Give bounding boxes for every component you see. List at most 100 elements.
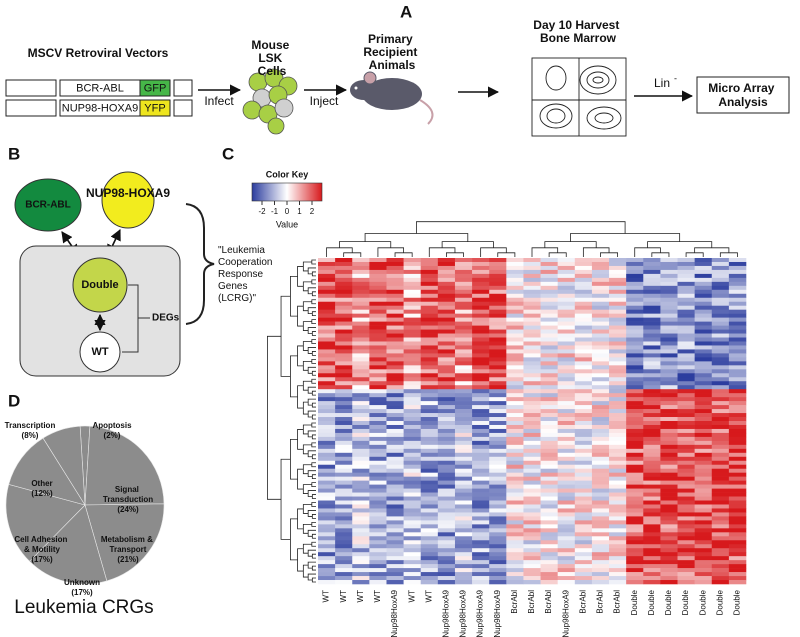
heatmap-cell — [335, 488, 353, 493]
heatmap-cell — [557, 393, 576, 398]
heatmap-cell — [437, 556, 456, 561]
heatmap-cell — [540, 405, 558, 410]
node-label: WT — [91, 346, 108, 358]
heatmap-cell — [472, 317, 490, 322]
heatmap-cell — [728, 492, 747, 497]
heatmap-cell — [591, 472, 610, 477]
heatmap-cell — [523, 305, 541, 310]
heatmap-cell — [694, 432, 713, 438]
heatmap-cell — [386, 512, 404, 517]
heatmap-cell — [489, 564, 507, 569]
heatmap-cell — [728, 405, 747, 410]
heatmap-cell — [540, 528, 558, 533]
heatmap-cell — [403, 381, 422, 386]
heatmap-cell — [523, 341, 541, 346]
heatmap-cell — [506, 444, 524, 450]
heatmap-cell — [420, 281, 439, 287]
heatmap-cell — [506, 337, 524, 342]
heatmap-cell — [677, 528, 695, 533]
heatmap-cell — [728, 432, 747, 438]
heatmap-cell — [626, 413, 644, 418]
heatmap-cell — [506, 448, 524, 454]
dendrogram-branch — [311, 521, 316, 527]
heatmap-cell — [540, 365, 558, 370]
heatmap-cell — [403, 448, 422, 454]
heatmap-cell — [489, 456, 507, 462]
heatmap-cell — [318, 484, 336, 489]
heatmap-cell — [694, 409, 713, 414]
heatmap-cell — [574, 373, 593, 378]
heatmap-cell — [626, 353, 644, 358]
heatmap-cell — [591, 460, 610, 466]
heatmap-cell — [523, 301, 541, 307]
heatmap-cell — [609, 365, 627, 370]
heatmap-cell — [352, 269, 370, 275]
slice-label: Metabolism & Transport — [101, 535, 155, 554]
heatmap-cell — [318, 341, 336, 346]
heatmap-cell — [523, 476, 541, 481]
heatmap-cell — [694, 285, 713, 291]
node-label: Double — [81, 279, 118, 291]
heatmap-cell — [318, 572, 336, 577]
heatmap-cell — [318, 373, 336, 378]
heatmap-cell — [472, 297, 490, 303]
heatmap-cell — [626, 313, 644, 318]
heatmap-cell — [472, 540, 490, 545]
dendrogram-branch — [311, 434, 316, 440]
heatmap-cell — [454, 468, 473, 473]
dendrogram-branch — [311, 482, 316, 487]
heatmap-cell — [540, 301, 558, 307]
heatmap-cell — [557, 496, 576, 501]
heatmap-cell — [609, 532, 627, 537]
heatmap-cell — [523, 261, 541, 267]
heatmap-cell — [489, 424, 507, 430]
heatmap-cell — [643, 281, 661, 287]
heatmap-cell — [420, 321, 439, 326]
dendrogram-branch — [302, 261, 312, 272]
heatmap-cell — [489, 572, 507, 577]
heatmap-cell — [540, 548, 558, 553]
heatmap-cell — [403, 564, 422, 569]
heatmap-cell — [626, 548, 644, 553]
heatmap-cell — [660, 345, 678, 350]
heatmap-cell — [694, 377, 713, 382]
heatmap-cell — [489, 333, 507, 338]
heatmap-cell — [369, 496, 387, 501]
heatmap-cell — [489, 317, 507, 322]
heatmap-cell — [335, 484, 353, 489]
heatmap-cell — [403, 301, 422, 307]
heatmap-cell — [386, 464, 404, 470]
heatmap-cell — [540, 460, 558, 466]
heatmap-cell — [609, 568, 627, 573]
heatmap-cell — [318, 289, 336, 295]
heatmap-cell — [437, 496, 456, 501]
heatmap-cell — [489, 345, 507, 350]
heatmap-cell — [386, 329, 404, 334]
heatmap-cell — [335, 413, 353, 418]
heatmap-cell — [574, 337, 593, 342]
heatmap-cell — [643, 309, 661, 314]
heatmap-cell — [643, 417, 661, 422]
heatmap-cell — [626, 488, 644, 493]
dendrogram-branch — [302, 424, 312, 435]
heatmap-cell — [437, 540, 456, 545]
heatmap-cell — [489, 417, 507, 422]
heatmap-cell — [437, 568, 456, 573]
heatmap-cell — [335, 552, 353, 557]
heatmap-cell — [694, 401, 713, 406]
heatmap-cell — [386, 397, 404, 402]
heatmap-cell — [643, 544, 661, 549]
heatmap-cell — [437, 325, 456, 330]
heatmap-cell — [489, 468, 507, 473]
heatmap-cell — [369, 393, 387, 398]
heatmap-cell — [437, 512, 456, 517]
heatmap-cell — [591, 564, 610, 569]
heatmap-cell — [643, 568, 661, 573]
heatmap-cell — [454, 456, 473, 462]
heatmap-cell — [335, 269, 353, 275]
heatmap-cell — [728, 345, 747, 350]
heatmap-cell — [335, 440, 353, 446]
vector-1: BCR-ABL GFP — [5, 79, 193, 97]
heatmap-cell — [660, 516, 678, 521]
heatmap-cell — [420, 444, 439, 450]
